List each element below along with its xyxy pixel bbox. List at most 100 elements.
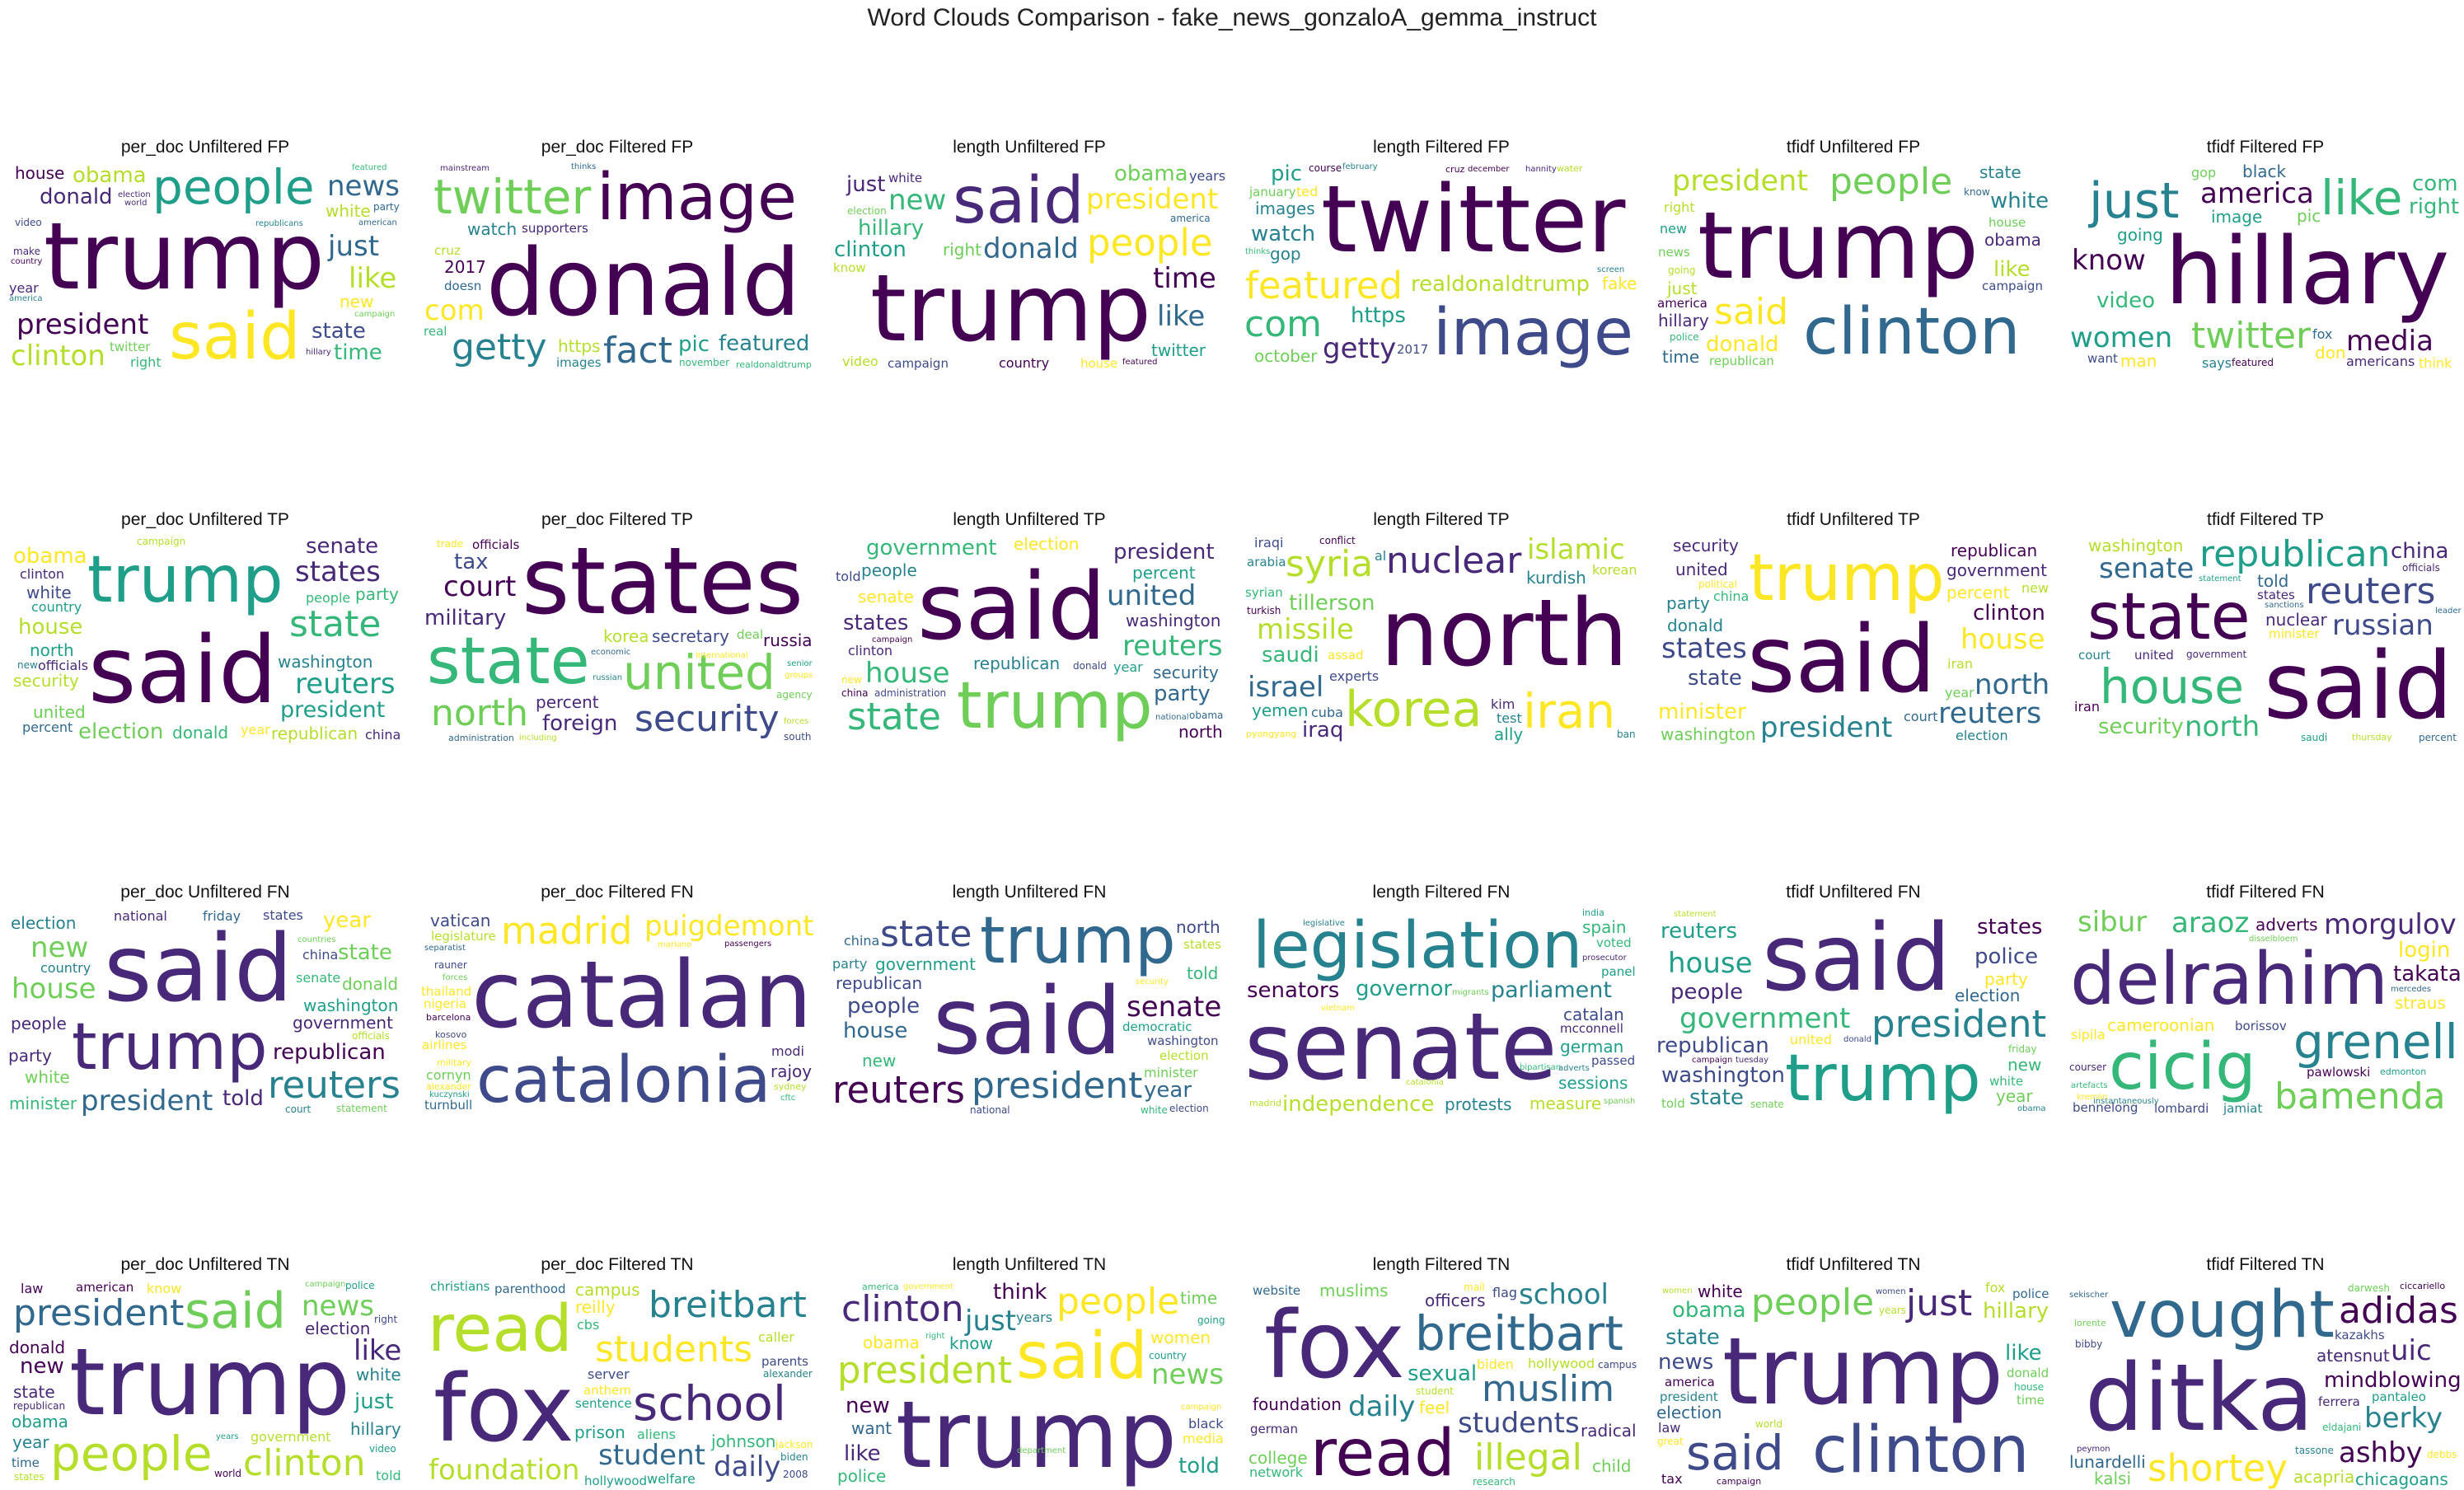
cloud-word: told [2257, 571, 2289, 591]
cloud-word: acapria [2293, 1467, 2355, 1487]
cloud-word: assad [1328, 648, 1364, 663]
cloud-word: america [9, 294, 43, 303]
cloud-word: passengers [724, 939, 772, 949]
cloud-word: obama [1189, 710, 1224, 721]
cloud-word: america [1657, 296, 1707, 311]
wordcloud-panel: per_doc Filtered TP states state united nort… [419, 509, 816, 745]
cloud-word: doesn [444, 279, 482, 293]
cloud-word: iraq [1302, 718, 1344, 743]
cloud-word: new [2021, 580, 2049, 596]
cloud-word: told [836, 569, 861, 584]
cloud-word: president [972, 1065, 1143, 1107]
cloud-word: russian [2332, 609, 2434, 642]
cloud-word: obama [12, 1412, 68, 1431]
cloud-word: campaign [872, 635, 913, 644]
cloud-word: sydney [774, 1081, 807, 1092]
cloud-word: north [2185, 710, 2260, 743]
cloud-word: news [1658, 1350, 1714, 1375]
panel-title: length Unfiltered TN [952, 1255, 1107, 1274]
cloud-word: china [1713, 588, 1750, 604]
cloud-word: world [214, 1468, 242, 1479]
cloud-word: hillary [858, 216, 925, 241]
cloud-word: foundation [429, 1454, 580, 1487]
cloud-word: delrahim [2070, 937, 2389, 1021]
cloud-word: prison [574, 1422, 625, 1442]
cloud-word: international [696, 651, 748, 660]
cloud-word: like [2005, 1341, 2042, 1366]
cloud-word: think [993, 1280, 1047, 1305]
cloud-word: obama [1984, 230, 2041, 250]
cloud-word: officials [2402, 562, 2440, 574]
cloud-word: senators [1247, 978, 1340, 1003]
cloud-word: obama [863, 1333, 920, 1352]
cloud-word: adidas [2339, 1290, 2458, 1332]
cloud-word: government [1946, 560, 2047, 580]
cloud-word: election [847, 205, 887, 217]
cloud-word: said [104, 916, 293, 1023]
cloud-word: sentence [575, 1396, 632, 1411]
cloud-word: getty [1323, 332, 1397, 365]
cloud-word: donald [1667, 616, 1724, 635]
cloud-word: state [338, 940, 392, 965]
cloud-word: law [1658, 1420, 1681, 1436]
cloud-word: edmonton [2380, 1066, 2427, 1077]
cloud-word: told [1178, 1454, 1220, 1478]
cloud-word: passed [1591, 1053, 1636, 1068]
cloud-word: election [1956, 728, 2008, 743]
cloud-word: parliament [1491, 977, 1612, 1003]
cloud-word: campaign [305, 1280, 346, 1289]
word-cloud: said state house reuters republican senate nor… [2067, 534, 2464, 745]
cloud-word: national [114, 908, 167, 924]
cloud-word: student [1416, 1385, 1454, 1397]
cloud-word: security [1673, 536, 1739, 555]
cloud-word: com [2412, 171, 2458, 196]
cloud-word: republican [973, 654, 1061, 673]
cloud-word: mindblowing [2324, 1368, 2462, 1393]
cloud-word: com [1244, 303, 1322, 345]
cloud-word: republican [13, 1400, 66, 1412]
wordcloud-panel: length Unfiltered FN said trump reuters pres… [831, 882, 1228, 1118]
cloud-word: campaign [1982, 279, 2043, 293]
panel-title: tfidf Unfiltered TP [1787, 510, 1920, 529]
cloud-word: hollywood [1528, 1356, 1595, 1371]
cloud-word: washington [1661, 724, 1756, 744]
cloud-word: legislation [1253, 909, 1583, 983]
cloud-word: bipartisan [1520, 1063, 1562, 1072]
wordcloud-panel: tfidf Unfiltered FN said trump president gov… [1655, 882, 2052, 1118]
cloud-word: said [2264, 633, 2453, 740]
wordcloud-panel: per_doc Unfiltered TP said trump president r… [7, 509, 404, 745]
cloud-word: turnbull [424, 1098, 473, 1113]
cloud-word: campaign [137, 536, 186, 547]
cloud-word: party [1154, 682, 1211, 706]
cloud-word: state [1665, 1325, 1720, 1350]
cloud-word: catalan [471, 942, 813, 1049]
cloud-word: kazakhs [2335, 1328, 2385, 1342]
panel-title: tfidf Filtered FN [2206, 883, 2325, 902]
cloud-word: test [1497, 710, 1522, 726]
cloud-word: women [1876, 1287, 1906, 1296]
cloud-word: party [355, 584, 399, 604]
cloud-word: login [2398, 938, 2451, 963]
cloud-word: people [152, 162, 315, 215]
panel-title: tfidf Filtered FP [2206, 138, 2325, 157]
cloud-word: republican [1656, 1033, 1769, 1058]
cloud-word: borissov [2235, 1019, 2287, 1033]
cloud-word: campus [575, 1280, 640, 1300]
cloud-word: takata [2393, 962, 2462, 986]
cloud-word: said [1762, 907, 1951, 1012]
cloud-word: independence [1282, 1092, 1435, 1117]
cloud-word: donald [342, 974, 399, 994]
cloud-word: like [1993, 257, 2031, 282]
cloud-word: images [1255, 199, 1315, 218]
cloud-word: trump [896, 1382, 1178, 1489]
cloud-word: minister [1658, 700, 1746, 724]
cloud-word: president [1086, 183, 1219, 216]
cloud-word: women [1150, 1328, 1211, 1347]
cloud-word: school [1519, 1279, 1609, 1311]
cloud-word: agency [776, 689, 813, 700]
cloud-word: said [1714, 291, 1789, 333]
word-cloud: catalan catalonia madrid puigdemont legislat… [419, 907, 816, 1118]
cloud-word: students [1458, 1407, 1580, 1440]
cloud-word: statement [1674, 910, 1717, 919]
cloud-word: people [11, 1014, 67, 1033]
